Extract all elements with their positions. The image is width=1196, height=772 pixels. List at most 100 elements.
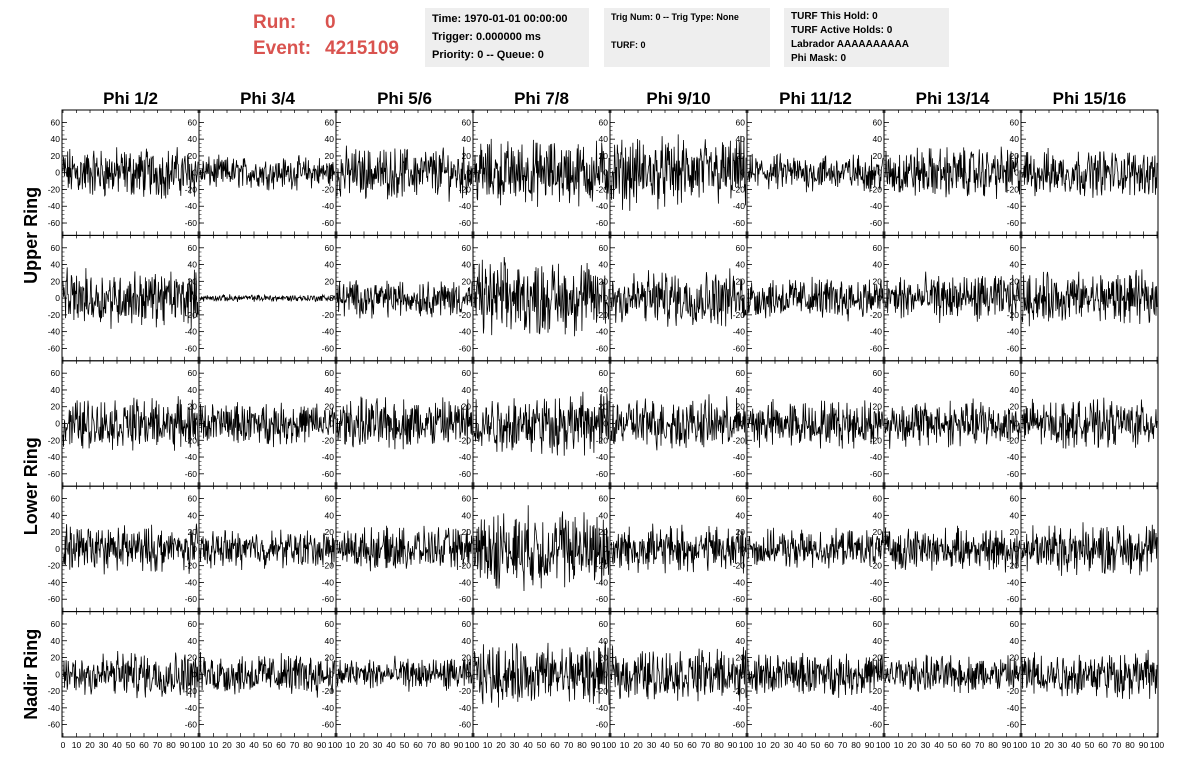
- waveform-trace: [473, 256, 610, 337]
- y-tick-label: 60: [462, 243, 472, 253]
- y-tick-label: -40: [870, 452, 883, 462]
- y-tick-label: -20: [185, 435, 198, 445]
- x-tick-label: 20: [633, 740, 643, 750]
- y-tick-label: 40: [1010, 260, 1020, 270]
- y-tick-label: 40: [1010, 510, 1020, 520]
- x-tick-label: 40: [523, 740, 533, 750]
- y-tick-label: 40: [736, 510, 746, 520]
- y-tick-label: 60: [188, 619, 198, 629]
- x-tick-label: 10: [1031, 740, 1041, 750]
- y-tick-label: -20: [459, 310, 472, 320]
- x-tick-label: 50: [263, 740, 273, 750]
- y-tick-label: -20: [459, 561, 472, 571]
- x-tick-label: 80: [851, 740, 861, 750]
- waveform-trace: [1021, 147, 1158, 198]
- turf-line: TURF: 0: [611, 40, 646, 50]
- y-tick-label: -40: [48, 327, 61, 337]
- x-tick-label: 80: [1125, 740, 1135, 750]
- y-tick-label: 60: [462, 494, 472, 504]
- y-tick-label: 40: [51, 510, 61, 520]
- y-tick-label: -20: [1007, 561, 1020, 571]
- waveform-trace: [336, 145, 473, 202]
- x-tick-label: 90: [454, 740, 464, 750]
- x-tick-label: 30: [236, 740, 246, 750]
- y-tick-label: 20: [325, 402, 335, 412]
- y-tick-label: -20: [870, 561, 883, 571]
- y-tick-label: -40: [459, 452, 472, 462]
- y-tick-label: -60: [48, 720, 61, 730]
- row-title: Upper Ring: [21, 187, 41, 284]
- y-tick-label: -40: [596, 703, 609, 713]
- x-tick-label: 100: [1150, 740, 1164, 750]
- y-tick-label: 0: [55, 419, 60, 429]
- y-tick-label: 60: [1010, 619, 1020, 629]
- event-label: Event:: [253, 38, 312, 59]
- y-tick-label: 0: [877, 419, 882, 429]
- y-tick-label: -60: [870, 469, 883, 479]
- y-tick-label: 20: [51, 151, 61, 161]
- y-tick-label: 60: [873, 619, 883, 629]
- y-tick-label: -40: [596, 577, 609, 587]
- y-tick-label: 40: [462, 636, 472, 646]
- y-tick-label: 20: [462, 527, 472, 537]
- y-tick-label: 40: [599, 385, 609, 395]
- x-tick-label: 40: [112, 740, 122, 750]
- y-tick-label: -20: [733, 686, 746, 696]
- y-tick-label: -60: [596, 594, 609, 604]
- x-tick-label: 100: [602, 740, 616, 750]
- y-tick-label: 60: [325, 619, 335, 629]
- waveform-trace: [199, 402, 336, 448]
- y-tick-label: 20: [1010, 151, 1020, 161]
- y-tick-label: -20: [733, 435, 746, 445]
- y-tick-label: 20: [599, 527, 609, 537]
- y-tick-label: -60: [48, 218, 61, 228]
- y-tick-label: -20: [322, 184, 335, 194]
- y-tick-label: -60: [596, 218, 609, 228]
- y-tick-label: 0: [740, 419, 745, 429]
- y-tick-label: 20: [325, 653, 335, 663]
- y-tick-label: -20: [185, 184, 198, 194]
- y-tick-label: -60: [459, 469, 472, 479]
- y-tick-label: 20: [462, 653, 472, 663]
- x-tick-label: 100: [739, 740, 753, 750]
- waveform-trace: [1021, 269, 1158, 327]
- y-tick-label: 0: [877, 293, 882, 303]
- x-tick-label: 20: [359, 740, 369, 750]
- y-tick-label: 60: [873, 494, 883, 504]
- x-tick-label: 40: [1071, 740, 1081, 750]
- y-tick-label: -20: [1007, 184, 1020, 194]
- x-tick-label: 60: [824, 740, 834, 750]
- y-tick-label: 60: [325, 243, 335, 253]
- x-tick-label: 80: [577, 740, 587, 750]
- event-line: Event: 4215109: [253, 36, 399, 62]
- x-tick-label: 30: [921, 740, 931, 750]
- y-tick-label: -20: [185, 561, 198, 571]
- x-tick-label: 30: [1058, 740, 1068, 750]
- y-tick-label: 0: [466, 293, 471, 303]
- x-tick-label: 50: [400, 740, 410, 750]
- y-tick-label: 0: [740, 669, 745, 679]
- y-tick-label: 40: [599, 134, 609, 144]
- waveform-trace: [199, 154, 336, 191]
- waveform-trace: [610, 134, 747, 211]
- y-tick-label: 60: [188, 117, 198, 127]
- x-tick-label: 20: [907, 740, 917, 750]
- y-tick-label: 0: [1014, 669, 1019, 679]
- waveform-trace: [336, 655, 473, 692]
- x-tick-label: 30: [784, 740, 794, 750]
- y-tick-label: 20: [51, 402, 61, 412]
- x-tick-label: 10: [894, 740, 904, 750]
- y-tick-label: 20: [736, 276, 746, 286]
- y-tick-label: -40: [48, 703, 61, 713]
- column-title: Phi 3/4: [240, 89, 295, 108]
- y-tick-label: 0: [740, 293, 745, 303]
- y-tick-label: 60: [736, 494, 746, 504]
- waveform-trace: [747, 153, 884, 193]
- waveform-trace: [62, 267, 199, 330]
- y-tick-label: -60: [596, 469, 609, 479]
- y-tick-label: -20: [48, 561, 61, 571]
- y-tick-label: 0: [603, 293, 608, 303]
- y-tick-label: 60: [462, 117, 472, 127]
- y-tick-label: 60: [325, 494, 335, 504]
- y-tick-label: 60: [873, 368, 883, 378]
